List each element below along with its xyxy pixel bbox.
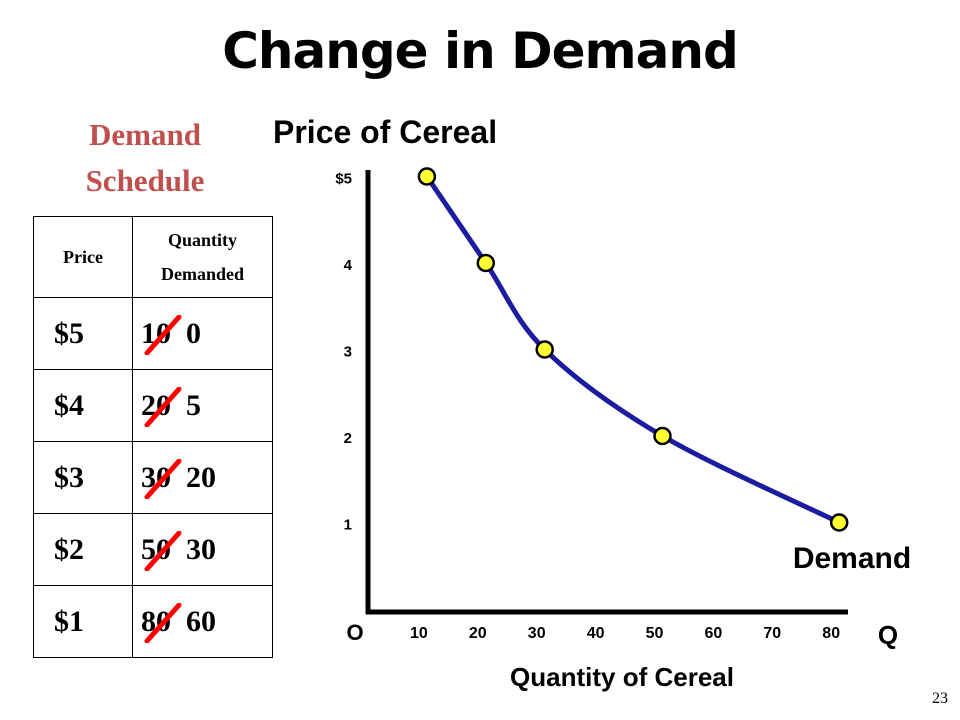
price-cell: $3 xyxy=(33,441,133,514)
new-quantity: 60 xyxy=(186,604,216,638)
quantity-cell: 20 5 xyxy=(132,369,273,442)
header-price: Price xyxy=(33,216,133,298)
quantity-cell: 10 0 xyxy=(132,297,273,370)
strike-mark xyxy=(144,459,182,499)
x-tick-label: 10 xyxy=(410,625,428,642)
price-cell: $5 xyxy=(33,297,133,370)
x-tick-label: 60 xyxy=(705,625,723,642)
x-tick-label: 50 xyxy=(646,625,664,642)
schedule-title-line2: Schedule xyxy=(85,163,205,198)
chart-title: Price of Cereal xyxy=(273,114,497,150)
page-number: 23 xyxy=(932,690,948,707)
origin-label: O xyxy=(346,620,363,645)
y-tick-label: $5 xyxy=(335,171,352,188)
table-header-row: Price Quantity Demanded xyxy=(33,216,273,298)
y-tick-label: 1 xyxy=(344,517,352,534)
y-tick-label: 2 xyxy=(344,430,352,447)
strike-mark xyxy=(144,531,182,571)
table-row: $3 30 20 xyxy=(33,441,273,514)
x-tick-label: 80 xyxy=(822,625,840,642)
header-quantity-line1: Quantity xyxy=(167,230,237,250)
demand-point xyxy=(535,340,554,359)
table-row: $1 80 60 xyxy=(33,585,273,658)
strike-mark xyxy=(144,387,182,427)
strike-line xyxy=(144,531,182,571)
y-tick-label: 3 xyxy=(344,344,352,361)
x-tick-label: 40 xyxy=(587,625,605,642)
schedule-body: $5 10 0 $4 20 5 $3 30 20 $2 50 30 $1 80 60 xyxy=(33,297,273,658)
strike-mark xyxy=(144,315,182,355)
x-tick-label: 20 xyxy=(469,625,487,642)
demand-point xyxy=(653,426,672,446)
strike-line xyxy=(144,603,182,643)
schedule-title: Demand Schedule xyxy=(40,112,250,204)
x-axis-end-label: Q xyxy=(878,620,898,650)
strike-line xyxy=(144,387,182,427)
x-axis-title: Quantity of Cereal xyxy=(510,662,734,692)
series-label-demand: Demand xyxy=(793,542,911,575)
new-quantity: 30 xyxy=(186,532,216,566)
price-cell: $1 xyxy=(33,585,133,658)
strike-line xyxy=(144,459,182,499)
header-quantity-line2: Demanded xyxy=(160,264,244,284)
demand-point xyxy=(417,167,437,186)
header-quantity: Quantity Demanded xyxy=(132,216,273,298)
demand-point xyxy=(476,253,496,273)
schedule-title-line1: Demand xyxy=(89,117,201,152)
quantity-cell: 30 20 xyxy=(132,441,273,514)
new-quantity: 0 xyxy=(186,316,201,350)
new-quantity: 5 xyxy=(186,388,201,422)
demand-curve xyxy=(424,174,842,525)
demand-schedule-table: Price Quantity Demanded $5 10 0 $4 20 5 $3 30… xyxy=(33,216,273,658)
quantity-cell: 80 60 xyxy=(132,585,273,658)
table-row: $5 10 0 xyxy=(33,297,273,370)
strike-line xyxy=(144,315,182,355)
x-tick-label: 70 xyxy=(763,625,781,642)
demand-point xyxy=(829,513,849,532)
new-quantity: 20 xyxy=(186,460,216,494)
y-tick-label: 4 xyxy=(344,257,353,274)
slide-title: Change in Demand xyxy=(222,22,739,80)
strike-mark xyxy=(144,603,182,643)
x-tick-label: 30 xyxy=(528,625,546,642)
